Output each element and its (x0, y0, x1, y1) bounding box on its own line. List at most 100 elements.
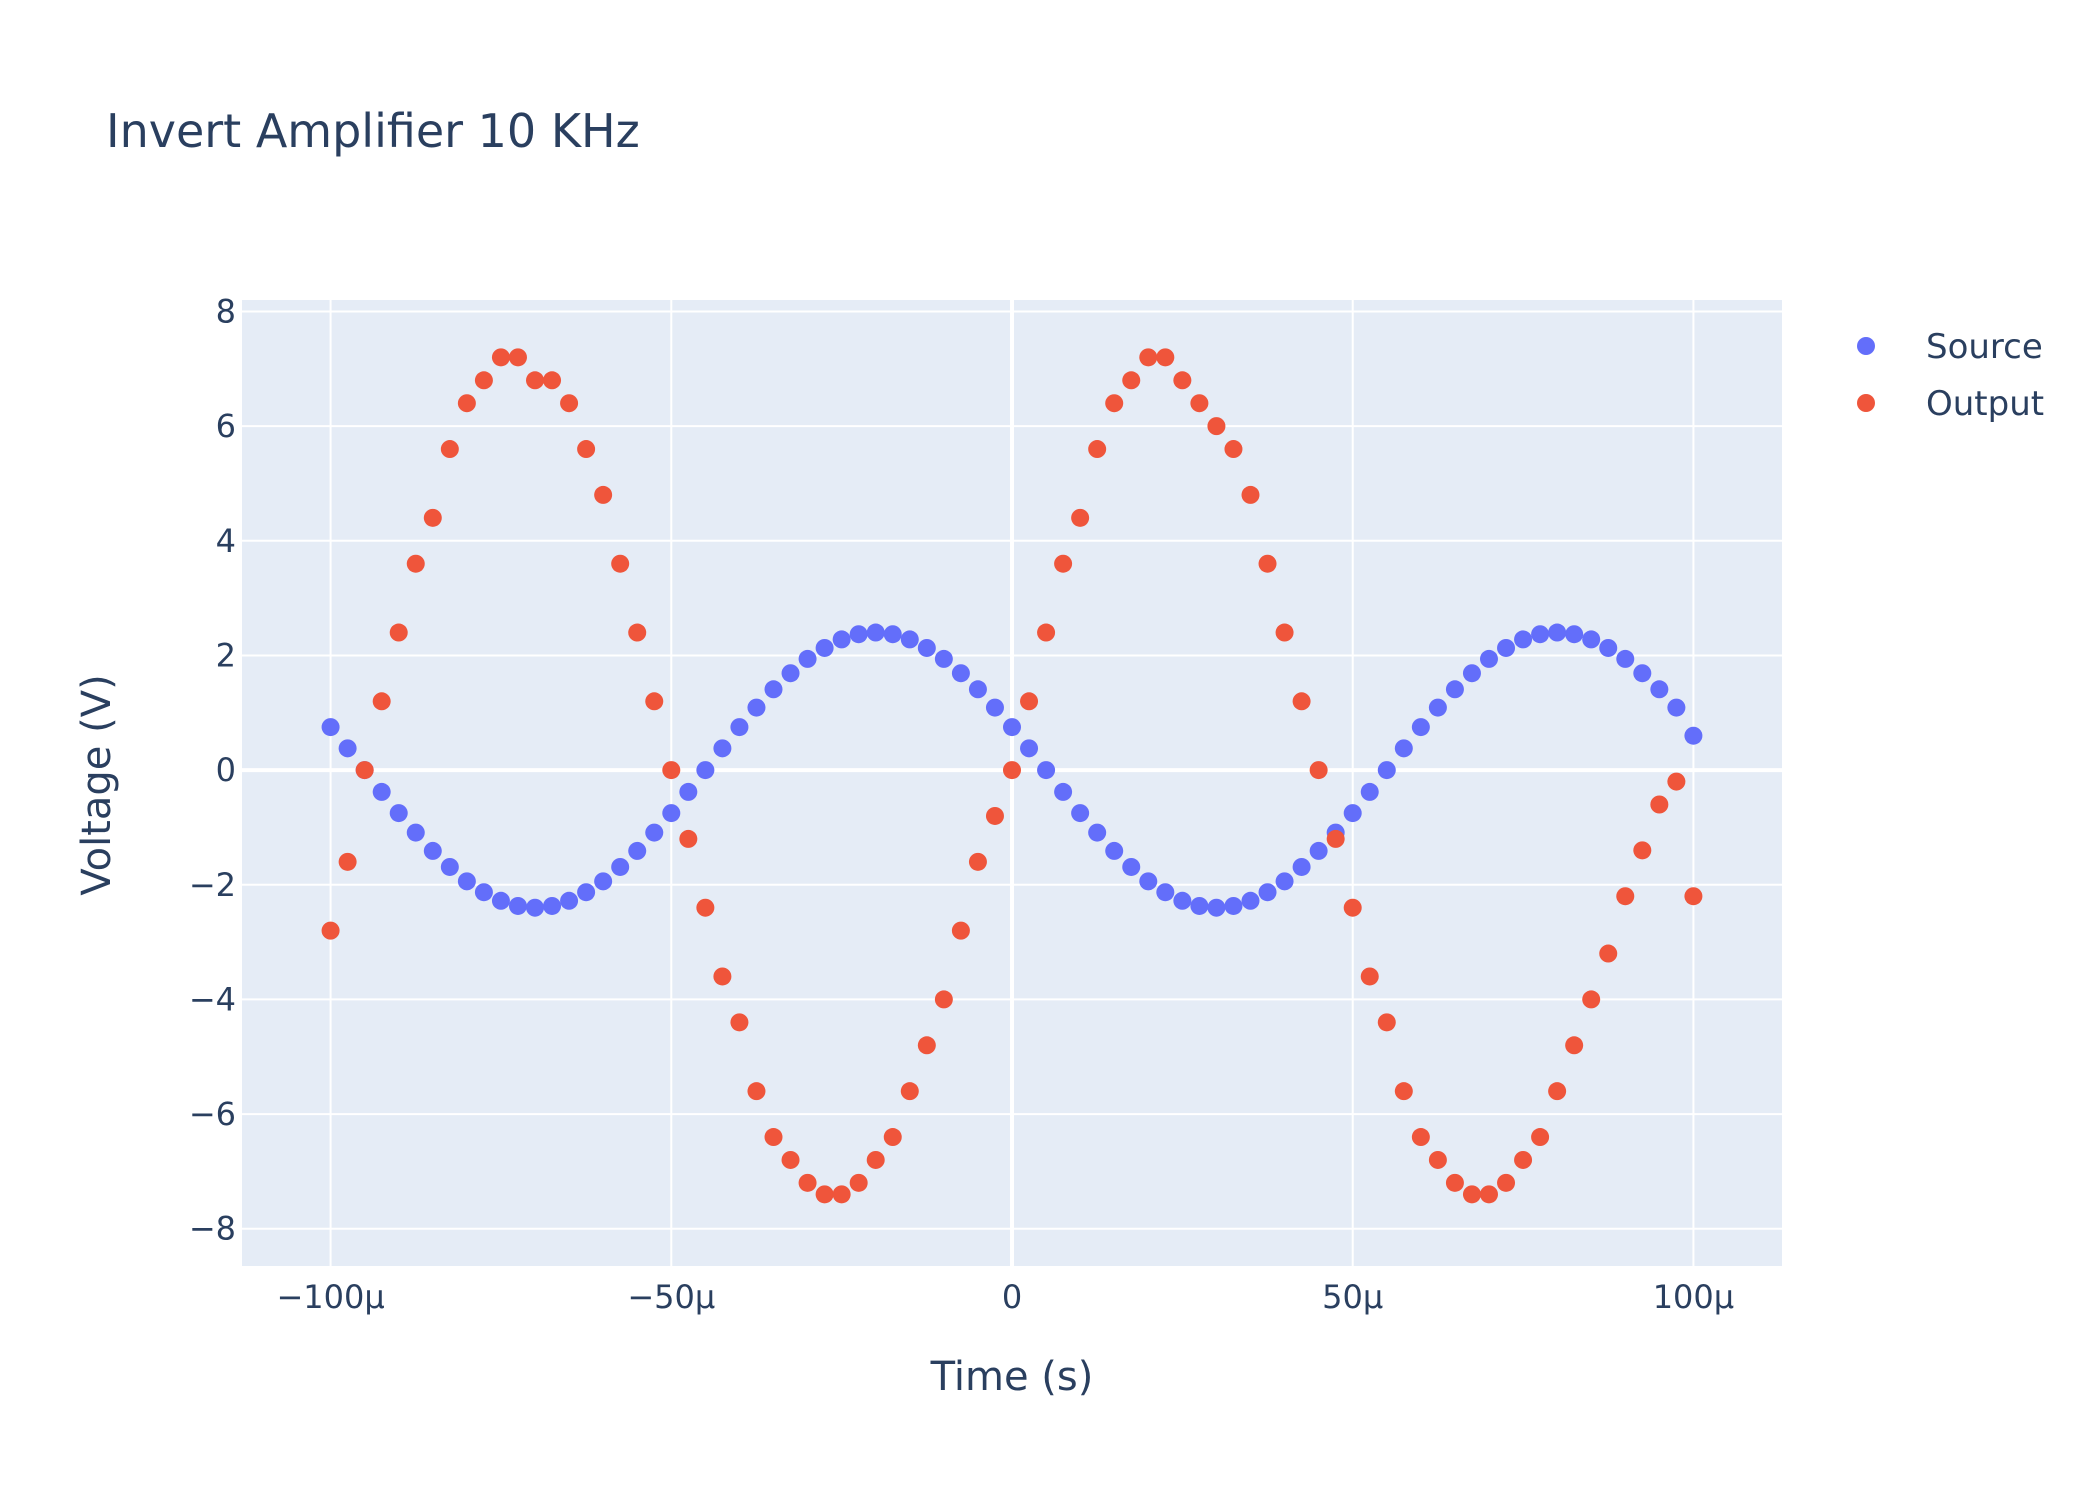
output-point-46 (1105, 394, 1124, 413)
source-point-80 (1684, 726, 1703, 745)
source-point-24 (730, 718, 749, 737)
source-point-19 (645, 823, 664, 842)
output-point-8 (457, 394, 476, 413)
output-point-54 (1241, 485, 1260, 504)
output-point-29 (815, 1185, 834, 1204)
y-tick-label-5: −2 (189, 866, 236, 904)
source-point-28 (798, 649, 817, 668)
output-point-75 (1599, 944, 1618, 963)
source-point-63 (1394, 739, 1413, 758)
output-point-44 (1071, 508, 1090, 527)
y-tick-label-4: 0 (216, 751, 236, 789)
output-point-27 (781, 1150, 800, 1169)
source-point-73 (1565, 625, 1584, 644)
output-point-48 (1139, 348, 1158, 367)
source-point-57 (1292, 857, 1311, 876)
source-point-1 (338, 739, 357, 758)
output-point-19 (645, 692, 664, 711)
output-point-74 (1582, 990, 1601, 1009)
source-point-26 (764, 680, 783, 699)
source-point-71 (1531, 625, 1550, 644)
source-point-13 (543, 896, 562, 915)
output-point-67 (1462, 1185, 1481, 1204)
source-point-75 (1599, 638, 1618, 657)
source-point-53 (1224, 896, 1243, 915)
source-point-40 (1003, 718, 1021, 737)
legend[interactable]: Source Output (1857, 327, 2044, 424)
source-point-78 (1650, 680, 1669, 699)
source-point-11 (508, 896, 527, 915)
output-point-49 (1156, 348, 1175, 367)
source-point-62 (1377, 761, 1396, 780)
output-point-5 (406, 554, 425, 573)
source-point-9 (474, 883, 493, 902)
source-point-44 (1071, 804, 1090, 823)
source-point-3 (372, 782, 391, 801)
legend-item-output[interactable]: Output (1857, 384, 2044, 424)
source-point-70 (1514, 630, 1533, 649)
x-axis-ticks: −100μ −50μ 0 50μ 100μ (276, 1278, 1734, 1316)
source-point-56 (1275, 872, 1294, 891)
source-point-36 (934, 649, 953, 668)
x-tick-label-0: −100μ (276, 1278, 384, 1316)
source-point-46 (1105, 841, 1124, 860)
source-point-48 (1139, 872, 1158, 891)
output-point-73 (1565, 1036, 1584, 1055)
source-point-77 (1633, 664, 1652, 683)
x-tick-label-4: 100μ (1653, 1278, 1734, 1316)
source-point-4 (389, 804, 408, 823)
output-point-10 (491, 348, 510, 367)
output-point-17 (611, 554, 630, 573)
output-point-76 (1616, 887, 1635, 906)
source-point-49 (1156, 883, 1175, 902)
output-point-40 (1003, 761, 1021, 780)
x-tick-label-3: 50μ (1322, 1278, 1383, 1316)
output-point-6 (423, 508, 442, 527)
output-point-1 (338, 852, 357, 871)
output-point-78 (1650, 795, 1669, 814)
x-axis-title: Time (s) (930, 1354, 1094, 1400)
output-point-47 (1122, 371, 1141, 390)
output-point-23 (713, 967, 732, 986)
output-point-41 (1020, 692, 1039, 711)
source-point-64 (1411, 718, 1430, 737)
source-point-39 (985, 698, 1004, 717)
source-point-15 (577, 883, 596, 902)
source-point-6 (423, 841, 442, 860)
output-point-66 (1445, 1173, 1464, 1192)
y-tick-label-0: 8 (216, 292, 236, 330)
legend-label-output: Output (1926, 384, 2044, 424)
legend-label-source: Source (1926, 327, 2043, 367)
source-point-16 (594, 872, 613, 891)
source-point-32 (866, 623, 885, 642)
source-point-47 (1122, 857, 1141, 876)
output-point-68 (1479, 1185, 1498, 1204)
y-tick-label-6: −4 (189, 980, 236, 1018)
output-point-0 (321, 921, 340, 940)
source-point-72 (1548, 623, 1567, 642)
output-point-64 (1411, 1128, 1430, 1147)
source-point-17 (611, 857, 630, 876)
output-point-51 (1190, 394, 1209, 413)
source-point-23 (713, 739, 732, 758)
y-axis-title: Voltage (V) (74, 674, 120, 895)
x-tick-label-2: 0 (1002, 1278, 1022, 1316)
source-point-42 (1037, 761, 1056, 780)
source-point-20 (662, 804, 681, 823)
source-point-12 (526, 898, 545, 917)
output-point-34 (900, 1082, 919, 1101)
output-point-14 (560, 394, 579, 413)
legend-marker-output (1857, 394, 1875, 412)
source-point-18 (628, 841, 647, 860)
y-tick-label-2: 4 (216, 522, 236, 560)
output-point-38 (968, 852, 987, 871)
output-point-53 (1224, 440, 1243, 459)
source-point-55 (1258, 883, 1277, 902)
legend-item-source[interactable]: Source (1857, 327, 2043, 367)
source-point-74 (1582, 630, 1601, 649)
output-point-11 (508, 348, 527, 367)
source-point-10 (491, 891, 510, 910)
source-point-5 (406, 823, 425, 842)
output-point-58 (1309, 761, 1328, 780)
